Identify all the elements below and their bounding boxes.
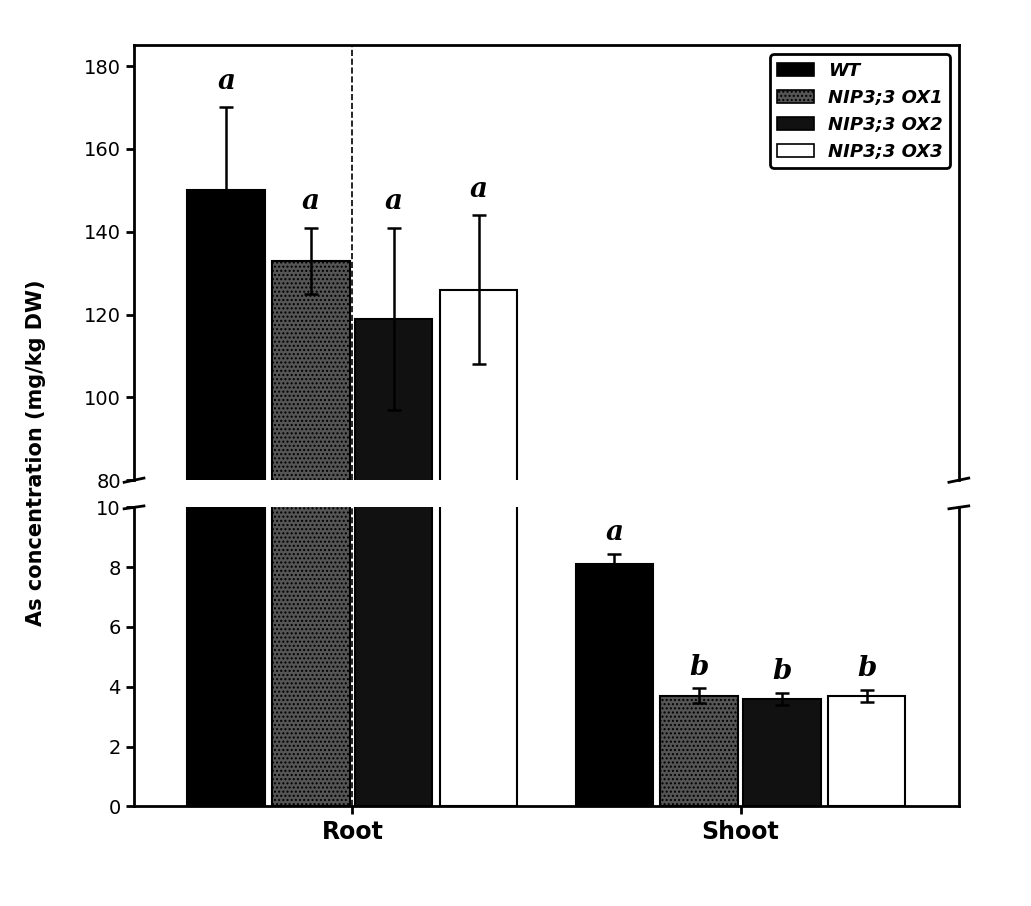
Bar <box>828 696 905 806</box>
Bar <box>188 190 265 812</box>
Bar <box>661 696 738 806</box>
Legend: WT, NIP3;3 OX1, NIP3;3 OX2, NIP3;3 OX3: WT, NIP3;3 OX1, NIP3;3 OX2, NIP3;3 OX3 <box>770 54 950 168</box>
Bar <box>439 290 518 812</box>
Bar <box>355 319 432 812</box>
Bar <box>272 261 350 812</box>
Bar <box>439 492 518 806</box>
Text: a: a <box>385 188 402 215</box>
Bar <box>188 492 265 806</box>
Text: b: b <box>772 659 792 685</box>
Text: a: a <box>469 176 488 203</box>
Text: a: a <box>605 519 624 546</box>
Text: b: b <box>857 655 876 682</box>
Text: a: a <box>302 188 320 215</box>
Bar <box>743 699 821 806</box>
Text: As concentration (mg/kg DW): As concentration (mg/kg DW) <box>26 280 45 626</box>
Bar <box>272 492 350 806</box>
Text: b: b <box>690 654 709 680</box>
Bar <box>355 492 432 806</box>
Text: a: a <box>218 68 235 95</box>
Bar <box>575 564 654 806</box>
